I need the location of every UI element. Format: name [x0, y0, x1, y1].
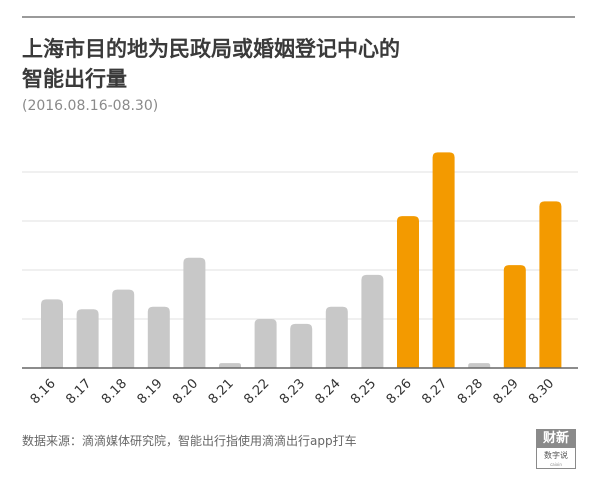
bar-8.16: [41, 299, 63, 368]
logo-sub-text: 数字说: [544, 451, 568, 460]
tick-label: 8.22: [241, 376, 272, 407]
bar-8.22: [254, 319, 277, 368]
tick-label: 8.16: [28, 376, 59, 407]
tick-label: 8.26: [384, 376, 415, 407]
caixin-logo: 财新 数字说 caixin: [536, 429, 576, 469]
logo-tiny-text: caixin: [550, 462, 562, 467]
bar-8.24: [325, 306, 348, 368]
tick-label: 8.18: [99, 376, 130, 407]
tick-label: 8.29: [491, 376, 522, 407]
chart-title-line-1: 上海市目的地为民政局或婚姻登记中心的: [22, 37, 400, 61]
top-rule: [22, 16, 575, 18]
tick-label: 8.24: [313, 376, 344, 407]
logo-main-text: 财新: [537, 430, 575, 448]
chart-title-line-2: 智能出行量: [22, 67, 127, 91]
tick-label: 8.25: [348, 376, 379, 407]
tick-label: 8.20: [170, 376, 201, 407]
bar-8.20: [183, 257, 206, 368]
bar-8.27: [432, 152, 455, 368]
chart-subtitle: (2016.08.16-08.30): [22, 98, 159, 114]
tick-label: 8.23: [277, 376, 308, 407]
bar-8.21: [219, 363, 241, 368]
tick-label: 8.19: [135, 376, 166, 407]
tick-label: 8.30: [526, 376, 557, 407]
bar-8.23: [290, 323, 313, 368]
bar-8.28: [468, 363, 491, 368]
bar-8.26: [397, 216, 419, 368]
bar-8.17: [76, 309, 99, 368]
tick-label: 8.21: [206, 376, 237, 407]
tick-label: 8.17: [63, 376, 94, 407]
tick-label: 8.28: [455, 376, 486, 407]
source-note: 数据来源：滴滴媒体研究院，智能出行指使用滴滴出行app打车: [22, 434, 357, 448]
bar-8.30: [539, 201, 562, 368]
bar-8.18: [112, 289, 135, 368]
bar-8.29: [503, 265, 526, 368]
bar-8.25: [361, 274, 384, 368]
chart-title: 上海市目的地为民政局或婚姻登记中心的 智能出行量: [22, 34, 562, 94]
tick-label: 8.27: [419, 376, 450, 407]
bar-8.19: [147, 306, 170, 368]
